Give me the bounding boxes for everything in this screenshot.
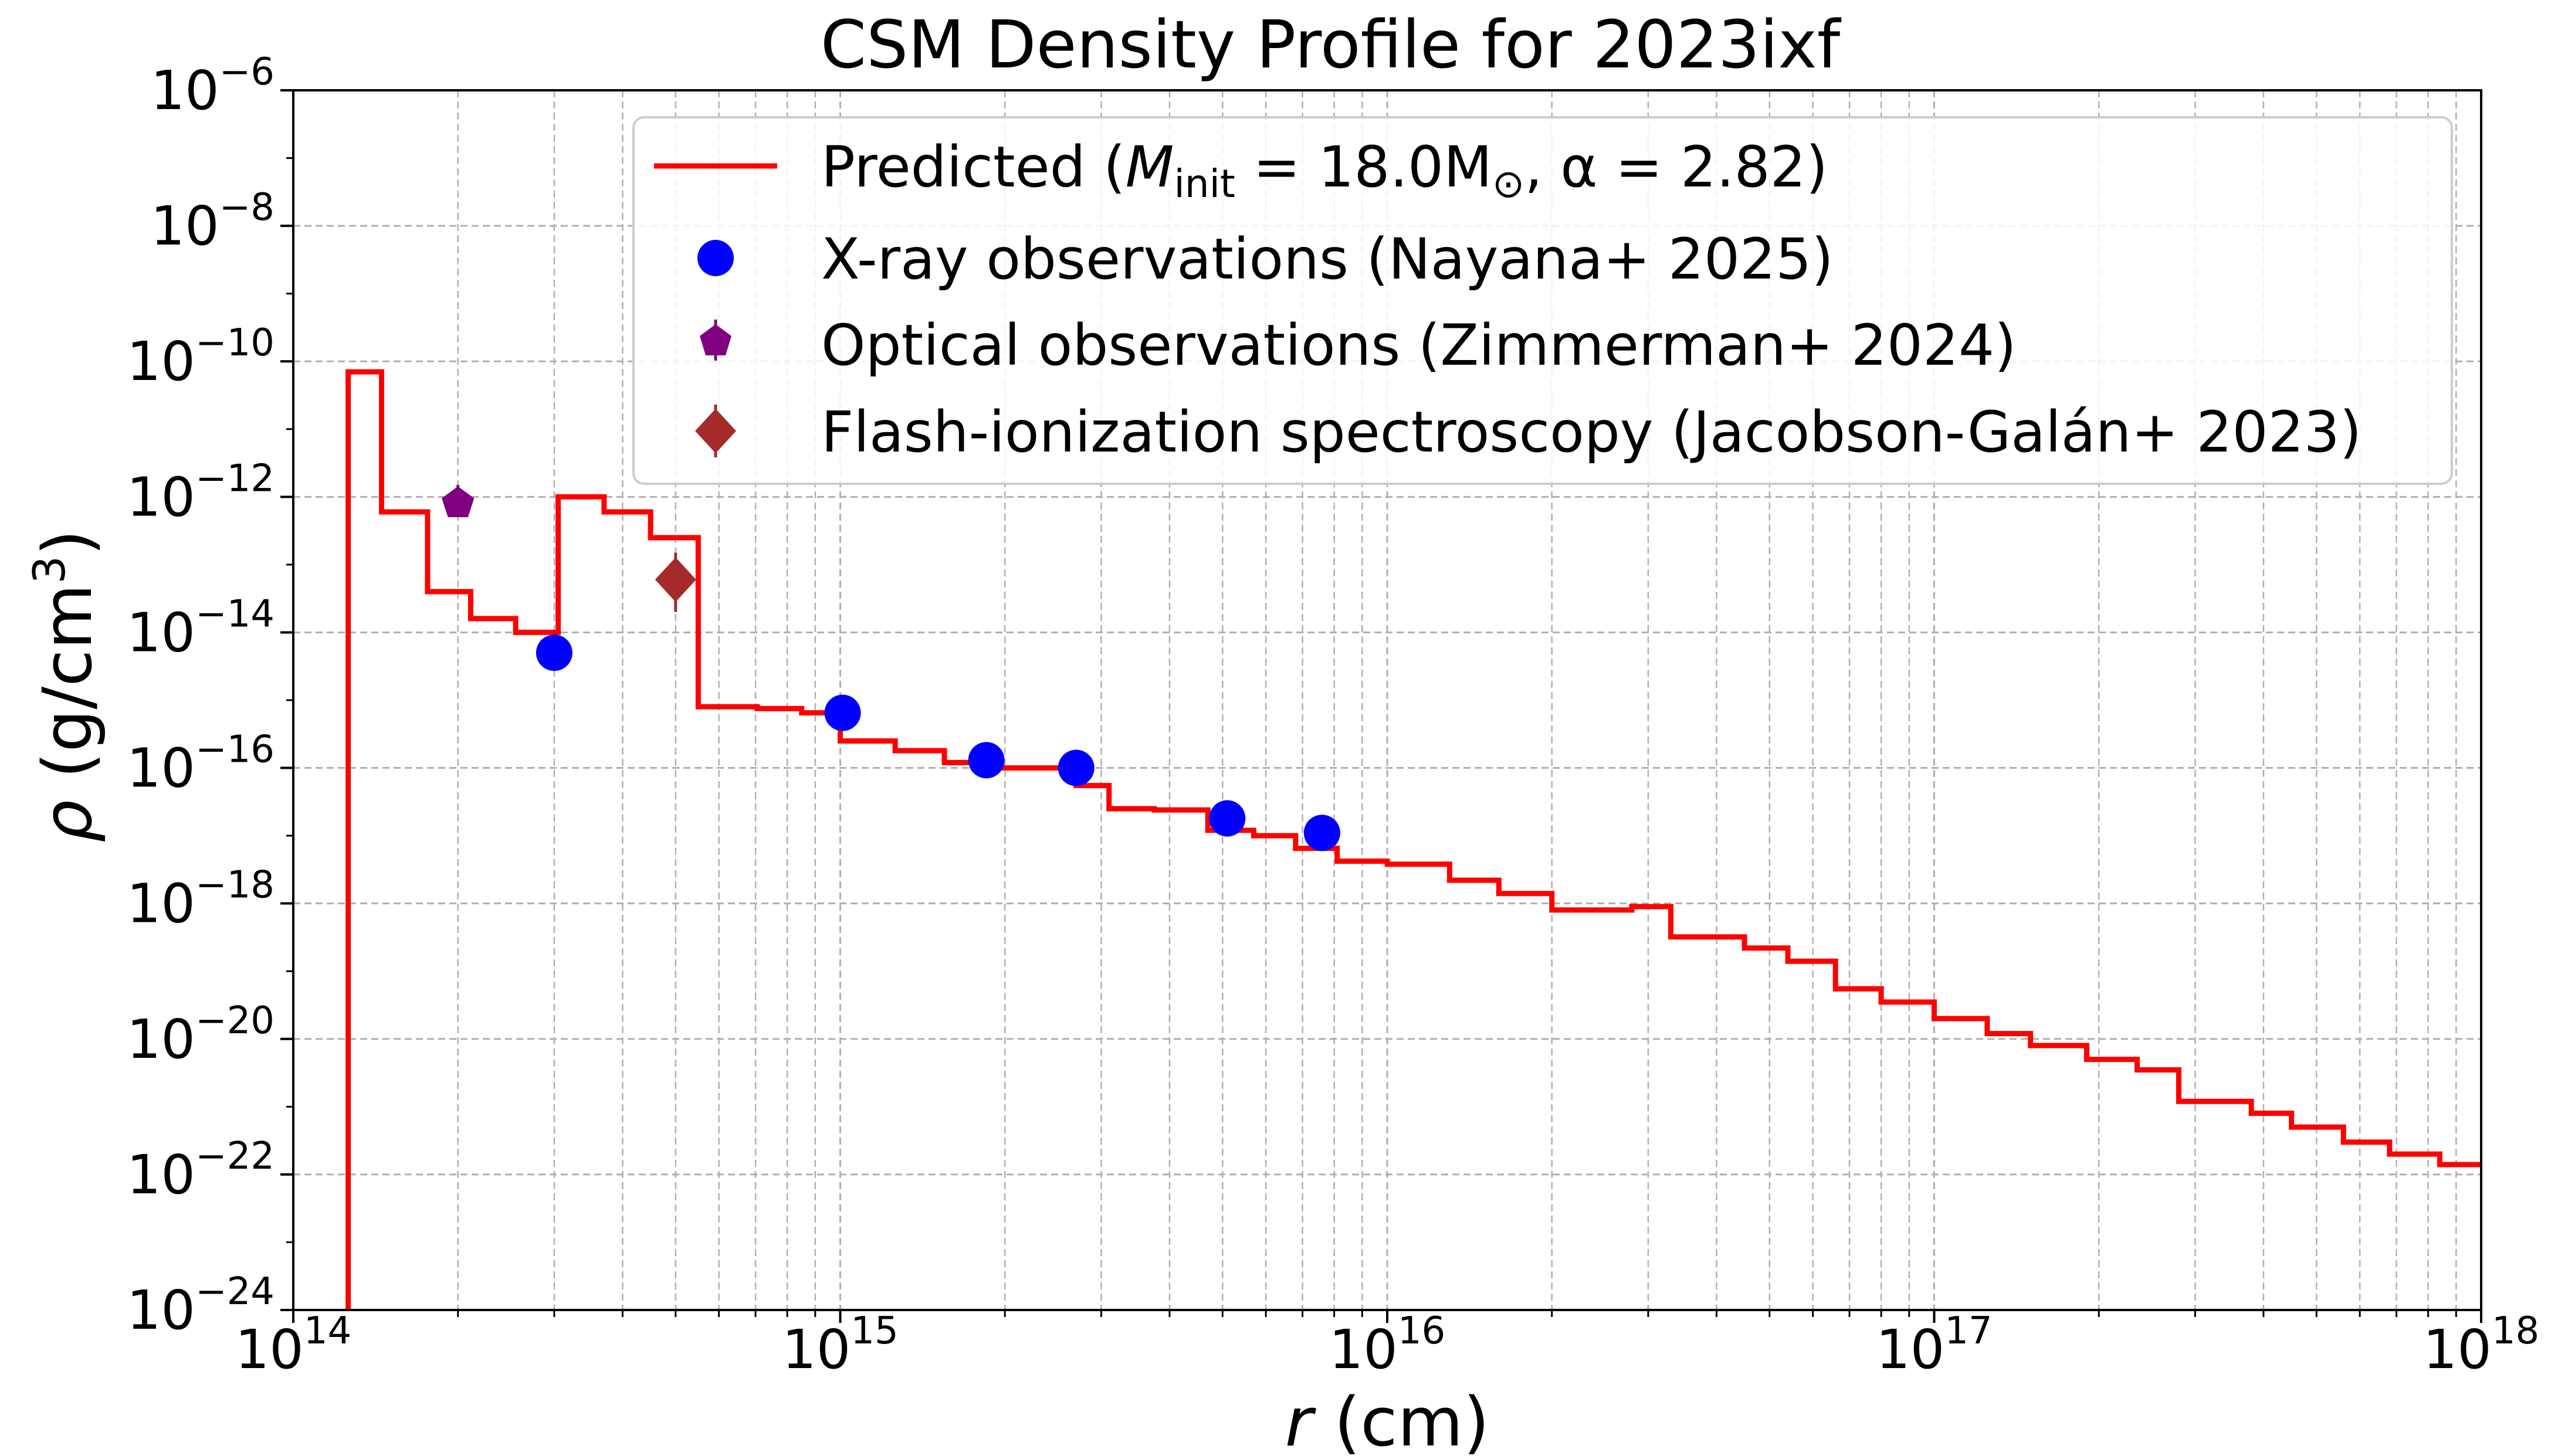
y-tick-label: 10−18 [127, 864, 275, 935]
y-tick-label: 10−6 [151, 50, 275, 122]
x-axis-label: r (cm) [1285, 1383, 1490, 1456]
xray-point [824, 694, 861, 731]
legend-label-flash: Flash-ionization spectroscopy (Jacobson-… [821, 399, 2362, 465]
x-tick-label: 1015 [782, 1309, 899, 1381]
legend-label-predicted: Predicted (Minit = 18.0M⊙, α = 2.82) [821, 134, 1828, 206]
y-tick-label: 10−22 [127, 1135, 275, 1206]
legend-label-optical: Optical observations (Zimmerman+ 2024) [821, 313, 2017, 378]
y-tick-label: 10−24 [127, 1270, 275, 1342]
y-tick-label: 10−16 [127, 728, 275, 800]
y-tick-label: 10−14 [127, 592, 275, 664]
xray-point [536, 634, 572, 671]
y-tick-label: 10−10 [127, 321, 275, 393]
x-tick-label: 1018 [2423, 1309, 2540, 1381]
xray-point [1303, 814, 1340, 851]
flash-ionization-point [655, 557, 696, 602]
xray-point [968, 742, 1005, 779]
optical-point [442, 486, 475, 517]
legend-marker-optical [700, 324, 731, 355]
plot-series [345, 369, 2481, 1310]
xray-point [1209, 800, 1246, 837]
legend: Predicted (Minit = 18.0M⊙, α = 2.82) X-r… [632, 116, 2453, 485]
x-tick-label: 1017 [1876, 1309, 1993, 1381]
legend-label-xray: X-ray observations (Nayana+ 2025) [821, 226, 1834, 292]
x-tick-label: 1014 [235, 1309, 352, 1381]
legend-box [632, 116, 2453, 485]
x-axis-ticks: 1014 1015 1016 1017 1018 [235, 1309, 2540, 1381]
legend-marker-flash [695, 409, 736, 453]
plot-frame [292, 89, 2482, 1311]
legend-marker-xray [697, 240, 734, 276]
x-tick-label: 1016 [1329, 1309, 1446, 1381]
y-tick-label: 10−8 [151, 186, 275, 257]
y-axis-label: ρ (g/cm3) [23, 530, 107, 843]
chart-title: CSM Density Profile for 2023ixf [821, 7, 1842, 83]
y-axis-ticks: 10−24 10−22 10−20 10−18 10−16 10−14 10−12 10−10… [127, 50, 293, 1342]
xray-point [1058, 749, 1095, 786]
y-tick-label: 10−12 [127, 457, 275, 528]
y-tick-label: 10−20 [127, 999, 275, 1071]
predicted-step-line [345, 369, 2481, 1310]
